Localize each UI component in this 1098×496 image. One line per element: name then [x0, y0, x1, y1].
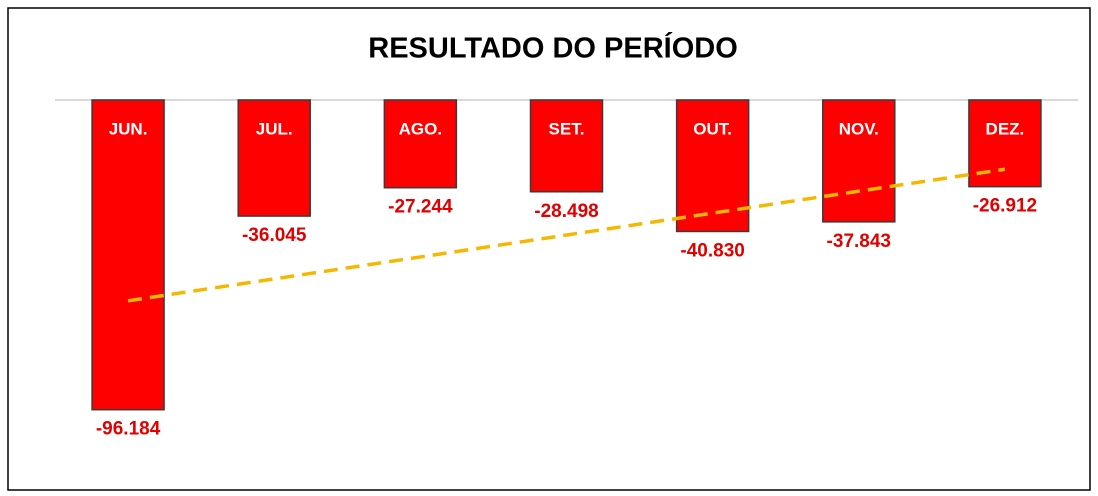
category-label: JUN. — [109, 119, 148, 138]
category-label: JUL. — [256, 119, 293, 138]
chart-title: RESULTADO DO PERÍODO — [368, 31, 738, 65]
value-label: -26.912 — [973, 196, 1037, 217]
bar — [529, 99, 604, 193]
category-label: NOV. — [839, 119, 879, 138]
chart-frame — [7, 7, 1091, 491]
category-label: OUT. — [693, 119, 732, 138]
trend-line — [127, 167, 1006, 303]
bar — [91, 99, 165, 411]
bar — [822, 99, 896, 223]
value-label: -40.830 — [680, 240, 744, 261]
bar — [383, 99, 458, 189]
bar — [675, 99, 750, 233]
category-label: SET. — [549, 119, 585, 138]
value-label: -27.244 — [388, 197, 453, 218]
bar — [237, 99, 311, 217]
category-label: AGO. — [399, 119, 442, 138]
value-label: -36.045 — [242, 225, 307, 246]
value-label: -28.498 — [534, 201, 598, 222]
category-label: DEZ. — [986, 119, 1025, 138]
value-label: -37.843 — [827, 231, 891, 252]
value-label: -96.184 — [96, 419, 161, 440]
